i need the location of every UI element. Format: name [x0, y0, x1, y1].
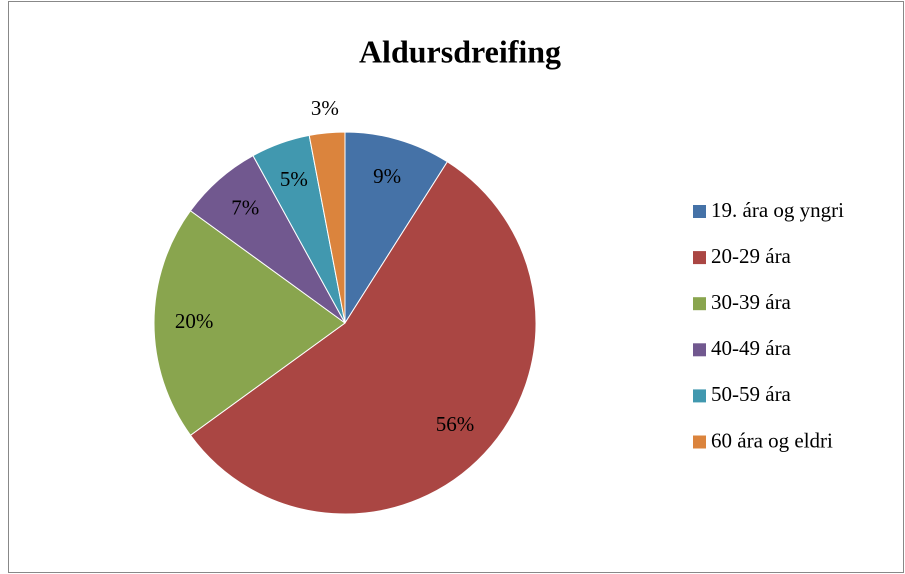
- data-label: 5%: [280, 167, 308, 191]
- data-label: 9%: [373, 164, 401, 188]
- legend-swatch: [693, 343, 706, 357]
- legend-swatch: [693, 297, 706, 311]
- legend-label: 20-29 ára: [711, 244, 792, 268]
- legend-swatch: [693, 389, 706, 403]
- chart-title: Aldursdreifing: [359, 33, 561, 69]
- legend-label: 30-39 ára: [711, 290, 792, 314]
- data-label: 56%: [436, 412, 475, 436]
- pie-slice: [308, 131, 346, 324]
- pie-slice: [344, 131, 449, 325]
- pie-slice: [189, 161, 537, 515]
- legend-swatch: [693, 435, 706, 449]
- data-label: 3%: [311, 96, 339, 120]
- legend-swatch: [693, 251, 706, 265]
- legend-label: 50-59 ára: [711, 382, 792, 406]
- pie-slice: [153, 210, 346, 436]
- legend-swatch: [693, 205, 706, 218]
- legend-label: 60 ára og eldri: [711, 428, 833, 452]
- data-label: 20%: [175, 309, 214, 333]
- data-label: 7%: [231, 196, 259, 220]
- legend-label: 40-49 ára: [711, 336, 792, 360]
- legend-label: 19. ára og yngri: [711, 198, 844, 222]
